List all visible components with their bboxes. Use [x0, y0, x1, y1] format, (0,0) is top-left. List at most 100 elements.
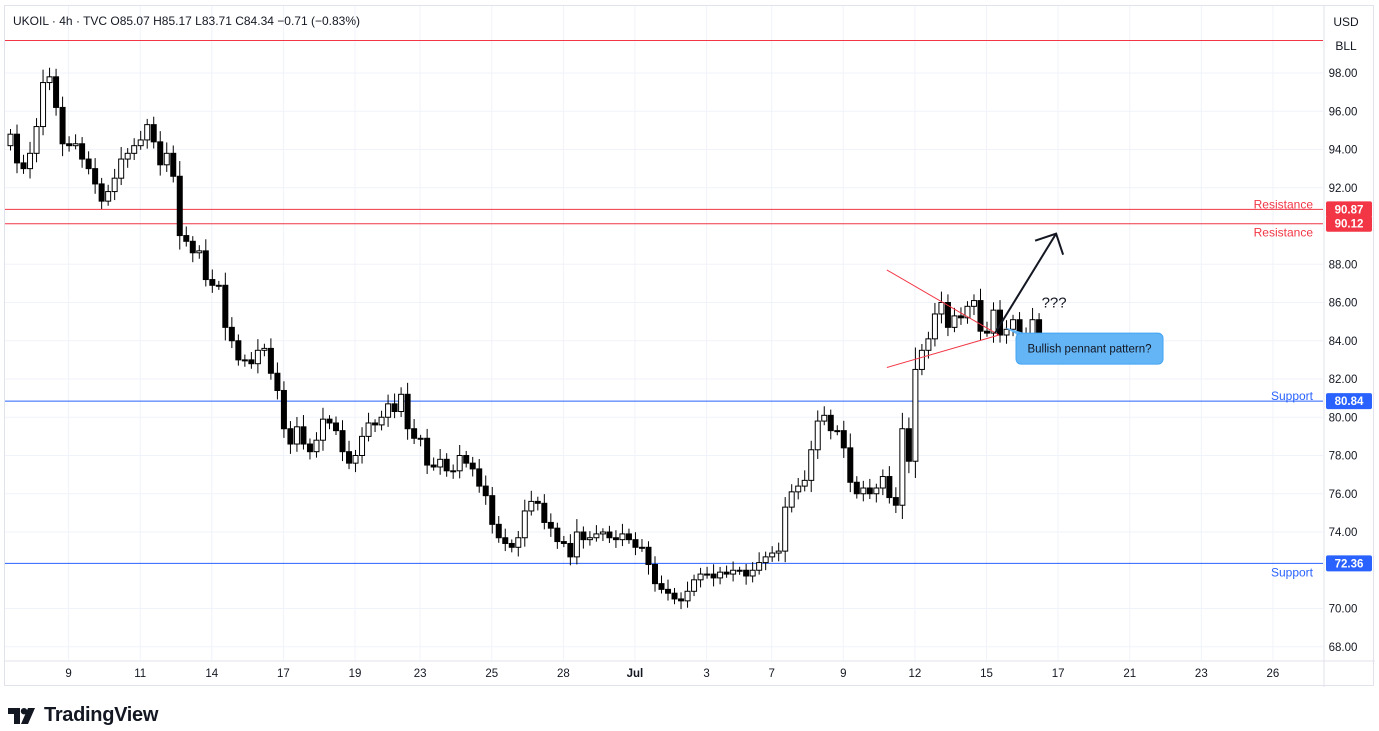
price-axis[interactable]: 98.00 96.00 94.00 92.00 88.00 86.00 84.00 82.00…	[1323, 6, 1358, 687]
candle	[938, 291, 945, 324]
chart-frame[interactable]: UKOIL · 4h · TVC O85.07 H85.17 L83.71 C8…	[4, 5, 1375, 687]
res-lower-label: Resistance	[1254, 226, 1314, 240]
candle	[66, 136, 73, 152]
candle	[560, 535, 567, 548]
candle	[456, 444, 463, 479]
candle	[150, 116, 157, 149]
y-tick-label: 88.00	[1329, 259, 1358, 271]
candle-body-up	[599, 531, 606, 535]
candle-body-down	[235, 340, 242, 361]
sup-lower-price-tag	[1326, 555, 1372, 572]
candle-body-down	[977, 300, 984, 332]
candle	[782, 497, 789, 563]
candle	[319, 407, 326, 451]
candle-body-up	[163, 152, 170, 166]
candle-body-down	[827, 414, 834, 432]
candle	[743, 564, 750, 585]
unit-label[interactable]: BLL	[1335, 39, 1357, 53]
candle	[235, 334, 242, 366]
candle	[951, 307, 958, 333]
candle-body-up	[111, 177, 118, 193]
candle-body-up	[105, 191, 112, 202]
candle	[144, 118, 151, 149]
res-upper-label: Resistance	[1254, 197, 1314, 211]
candle-body-up	[769, 552, 776, 558]
candle-body-up	[970, 300, 977, 307]
candle	[443, 453, 450, 477]
candle	[424, 428, 431, 475]
candle-body-up	[352, 455, 359, 464]
candle-body-down	[463, 455, 470, 464]
candle	[176, 161, 183, 250]
candle	[834, 425, 841, 436]
ohlc-high: H85.17	[153, 14, 192, 28]
candle	[33, 118, 40, 163]
y-tick-label: 76.00	[1329, 489, 1358, 501]
candle-body-down	[326, 418, 333, 424]
candle	[476, 459, 483, 493]
x-tick-label: 25	[485, 668, 498, 680]
candle	[111, 168, 118, 201]
candle	[860, 480, 867, 502]
candle-body-up	[196, 250, 203, 254]
candle-body-up	[619, 533, 626, 541]
candle	[625, 528, 632, 544]
tradingview-logo[interactable]: TradingView	[8, 704, 158, 727]
candle-body-up	[261, 347, 268, 351]
currency-label[interactable]: USD	[1333, 15, 1359, 29]
candle	[209, 269, 216, 293]
candle-body-down	[404, 393, 411, 430]
candle-body-up	[319, 418, 326, 441]
sup-lower-price-value: 72.36	[1335, 558, 1364, 570]
candle-body-up	[46, 76, 53, 84]
candle-body-down	[66, 143, 73, 147]
candle	[391, 393, 398, 419]
candle-body-up	[33, 126, 40, 154]
candle	[651, 556, 658, 592]
candle	[717, 566, 724, 585]
candle-body-down	[560, 541, 567, 544]
x-tick-label: 12	[908, 668, 921, 680]
candle-body-down	[710, 573, 717, 579]
ohlc-close: C84.34	[235, 14, 274, 28]
ohlc-low: L83.71	[195, 14, 232, 28]
candle	[723, 565, 730, 578]
candle	[554, 522, 561, 549]
time-axis[interactable]: 9 11 14 17 19 23 25 28 Jul 3 7 9 12 15 17 21 23 26	[5, 660, 1375, 680]
candle-body-up	[144, 124, 151, 141]
candle	[905, 417, 912, 474]
candle-body-down	[482, 485, 489, 497]
candle	[339, 420, 346, 462]
candle	[163, 142, 170, 172]
candle-body-up	[691, 579, 698, 592]
candle	[866, 478, 873, 500]
candle-body-down	[248, 359, 255, 365]
sup-lower-label: Support	[1271, 565, 1314, 579]
breakout-arrow-shaft	[994, 233, 1057, 334]
candle	[365, 412, 372, 442]
candle-body-down	[489, 495, 496, 525]
callout-bubble	[1015, 332, 1164, 365]
candle	[944, 294, 951, 337]
candle-body-up	[1010, 319, 1017, 330]
candle-body-down	[411, 428, 418, 439]
candle	[502, 528, 509, 552]
candle	[964, 301, 971, 324]
candle-body-up	[215, 284, 222, 287]
x-tick-label: 28	[557, 668, 570, 680]
y-tick-label: 70.00	[1329, 604, 1358, 616]
price-chart[interactable]: UKOIL · 4h · TVC O85.07 H85.17 L83.71 C8…	[5, 6, 1375, 687]
candle-body-up	[931, 313, 938, 340]
candle-body-up	[40, 82, 47, 128]
candle	[684, 581, 691, 608]
candles	[7, 67, 1043, 610]
candle	[79, 137, 86, 168]
candle-body-up	[385, 403, 392, 418]
candle-body-down	[333, 422, 339, 432]
candle	[372, 419, 379, 433]
candle-body-up	[990, 309, 997, 334]
candle	[53, 68, 60, 116]
x-tick-label: 3	[703, 668, 709, 680]
candle	[267, 338, 274, 380]
candle	[287, 421, 294, 454]
